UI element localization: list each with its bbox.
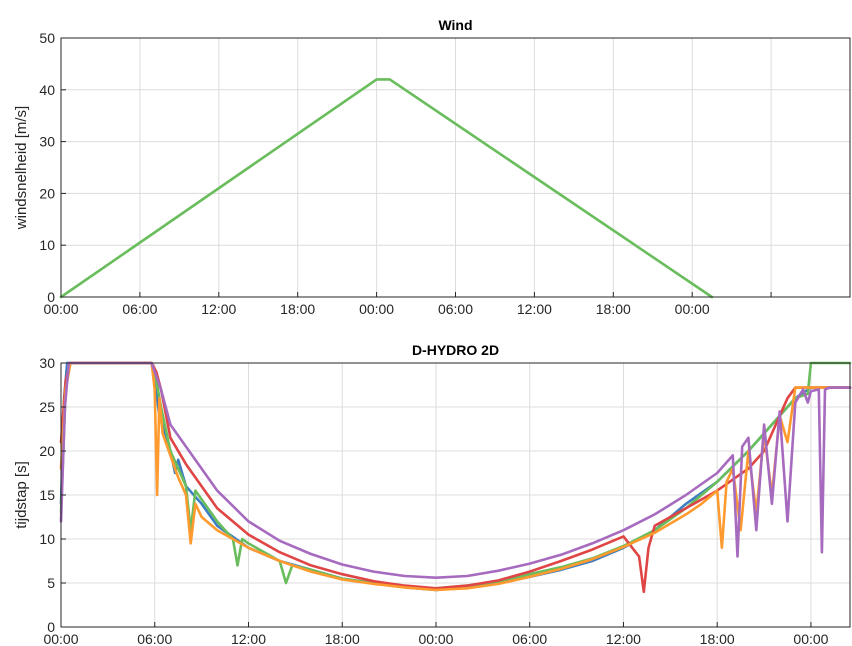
x-tick-label: 12:00 [606,631,641,646]
y-tick-label: 40 [39,82,55,98]
chart-title: D-HYDRO 2D [412,342,499,358]
x-tick-label: 00:00 [675,301,710,317]
x-tick-label: 06:00 [438,301,473,317]
x-tick-label: 06:00 [512,631,547,646]
x-tick-label: 12:00 [201,301,236,317]
x-tick-label: 18:00 [325,631,360,646]
x-tick-label: 18:00 [596,301,631,317]
y-tick-label: 0 [47,619,55,635]
series-line-4 [59,361,852,592]
series-line-2 [59,361,852,590]
x-tick-label: 00:00 [359,301,394,317]
y-tick-label: 30 [39,355,55,371]
y-tick-label: 50 [39,30,55,46]
x-tick-label: 12:00 [517,301,552,317]
x-tick-label: 06:00 [137,631,172,646]
y-tick-label: 25 [39,399,55,415]
y-axis-label: tijdstap [s] [13,461,30,529]
y-axis-label: windsnelheid [m/s] [13,106,30,230]
series-line-5 [59,361,852,579]
y-tick-label: 20 [39,443,55,459]
y-tick-label: 15 [39,487,55,503]
y-tick-label: 10 [39,237,55,253]
x-tick-label: 18:00 [700,631,735,646]
chart-title: Wind [438,17,472,33]
x-tick-label: 00:00 [43,631,78,646]
y-tick-label: 20 [39,185,55,201]
wind-chart: 0 10 20 30 40 50 00:00 06:00 12:00 18:00 00:00 06:0… [13,17,851,317]
y-tick-label: 10 [39,531,55,547]
x-tick-label: 00:00 [43,301,78,317]
y-tick-label: 5 [47,575,55,591]
y-tick-label: 30 [39,134,55,150]
x-tick-label: 18:00 [280,301,315,317]
x-tick-label: 00:00 [418,631,453,646]
d-hydro-2d-chart: 0 5 10 15 20 25 30 00:00 06:00 12:00 18:00 00:00 06:… [13,342,852,646]
x-tick-label: 12:00 [231,631,266,646]
x-tick-label: 00:00 [793,631,828,646]
x-tick-label: 06:00 [122,301,157,317]
y-tick-label: 0 [47,289,55,305]
series-line-1 [59,78,714,299]
